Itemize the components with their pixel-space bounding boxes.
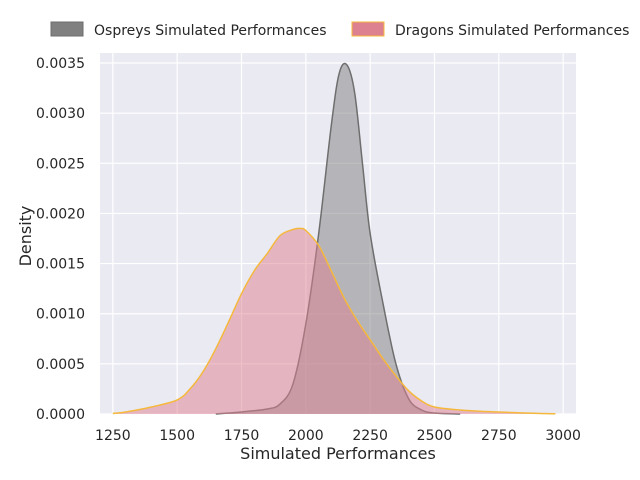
series-line-dragons: [112, 227, 556, 415]
series-layer: [112, 62, 556, 415]
y-tick-labels: 0.0000 0.0005 0.0010 0.0015 0.0020 0.0025 0.00…: [36, 56, 85, 423]
x-tick-label: 2500: [417, 428, 453, 444]
legend-swatch-ospreys: [50, 21, 84, 37]
legend: Ospreys Simulated Performances Dragons S…: [50, 21, 629, 39]
y-tick-label: 0.0010: [36, 307, 85, 323]
x-tick-label: 2750: [481, 428, 517, 444]
y-axis-title: Density: [16, 206, 35, 267]
x-tick-label: 1500: [159, 428, 195, 444]
x-tick-label: 3000: [545, 428, 581, 444]
x-tick-label: 2000: [288, 428, 324, 444]
legend-label-ospreys: Ospreys Simulated Performances: [94, 23, 327, 39]
y-tick-label: 0.0015: [36, 257, 85, 273]
series-area-dragons: [112, 228, 556, 414]
y-tick-label: 0.0020: [36, 206, 85, 222]
x-tick-label: 2250: [352, 428, 388, 444]
x-tick-labels: 1250 1500 1750 2000 2250 2500 2750 3000: [95, 428, 581, 444]
y-tick-label: 0.0005: [36, 357, 85, 373]
x-tick-label: 1250: [95, 428, 131, 444]
legend-swatch-dragons: [351, 21, 385, 37]
series-area-ospreys: [215, 63, 461, 414]
legend-label-dragons: Dragons Simulated Performances: [395, 23, 629, 39]
y-tick-label: 0.0000: [36, 407, 85, 423]
y-tick-label: 0.0030: [36, 106, 85, 122]
y-tick-label: 0.0035: [36, 56, 85, 72]
x-axis-title: Simulated Performances: [240, 444, 436, 463]
y-tick-label: 0.0025: [36, 156, 85, 172]
x-tick-label: 1750: [224, 428, 260, 444]
